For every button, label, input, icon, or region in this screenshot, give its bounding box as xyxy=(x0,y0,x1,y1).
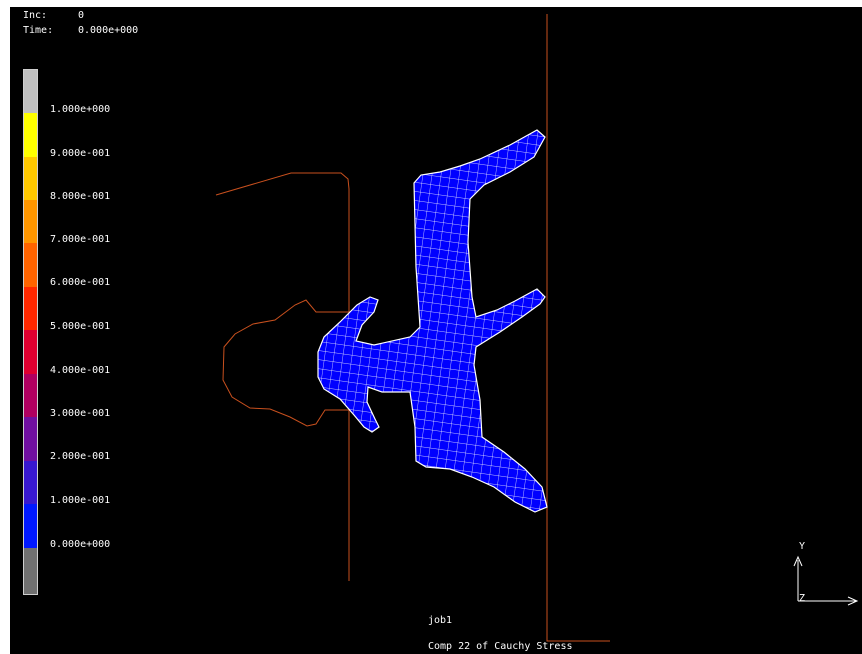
legend-swatch xyxy=(24,417,37,461)
axis-triad xyxy=(793,555,859,606)
legend-swatch xyxy=(24,70,37,113)
legend-label: 2.000e-001 xyxy=(50,451,111,462)
axis-y-label: Y xyxy=(799,541,806,552)
time-label: Time: xyxy=(23,25,54,36)
legend-swatch xyxy=(24,504,37,548)
result-quantity-label: Comp 22 of Cauchy Stress xyxy=(428,641,573,652)
punch-outline xyxy=(222,299,349,427)
time-value: 0.000e+000 xyxy=(78,25,139,36)
legend-label: 5.000e-001 xyxy=(50,321,111,332)
legend-swatch xyxy=(24,287,37,330)
model-viewport[interactable]: Inc: 0 Time: 0.000e+000 1.000e+000 9.000… xyxy=(10,7,862,654)
model-drawing xyxy=(215,14,859,642)
legend-label: 3.000e-001 xyxy=(50,408,111,419)
increment-label: Inc: xyxy=(23,10,48,21)
right-wall-outline xyxy=(546,14,610,642)
fe-mesh xyxy=(317,129,548,513)
legend-label: 4.000e-001 xyxy=(50,365,111,376)
job-name: job1 xyxy=(428,615,453,626)
legend-swatch xyxy=(24,113,37,157)
legend-swatch xyxy=(24,200,37,243)
color-legend-bar xyxy=(23,69,38,595)
legend-label: 0.000e+000 xyxy=(50,539,111,550)
upper-die-outline xyxy=(215,172,350,581)
legend-swatch xyxy=(24,243,37,287)
increment-value: 0 xyxy=(78,10,85,21)
axis-z-label: Z xyxy=(799,593,806,604)
legend-label: 8.000e-001 xyxy=(50,191,111,202)
legend-swatch xyxy=(24,548,37,594)
rigid-outline xyxy=(215,14,610,642)
legend-label: 1.000e+000 xyxy=(50,104,111,115)
legend-label: 9.000e-001 xyxy=(50,148,111,159)
legend-label: 7.000e-001 xyxy=(50,234,111,245)
legend-swatch xyxy=(24,157,37,200)
legend-label: 1.000e-001 xyxy=(50,495,111,506)
legend-swatch xyxy=(24,461,37,504)
legend-swatch xyxy=(24,374,37,417)
legend-label: 6.000e-001 xyxy=(50,277,111,288)
legend-swatch xyxy=(24,330,37,374)
mesh-body xyxy=(317,129,548,513)
